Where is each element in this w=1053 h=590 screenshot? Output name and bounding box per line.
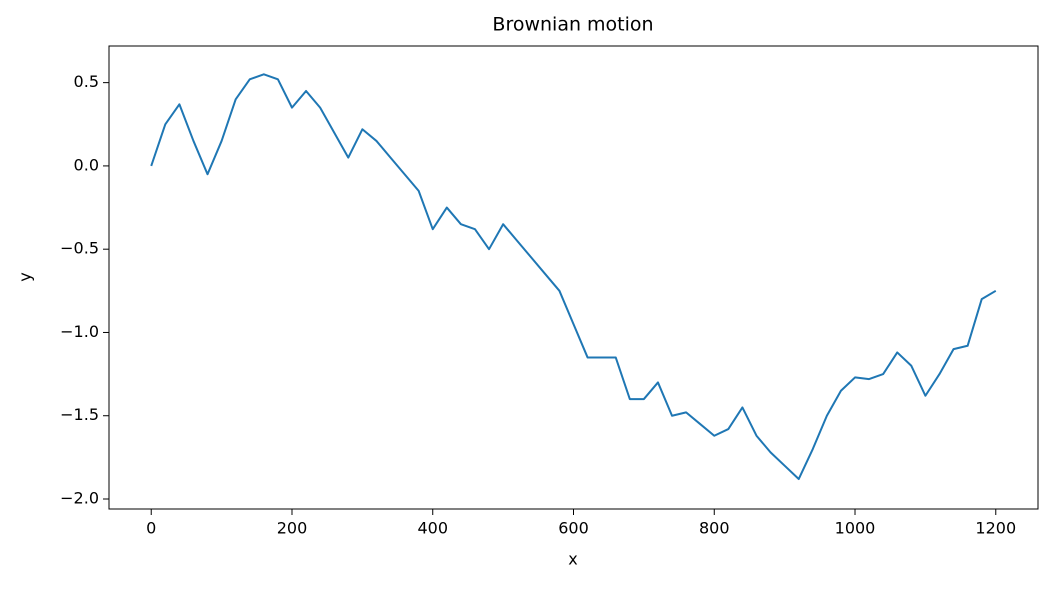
x-tick-label: 400 <box>417 519 448 538</box>
plot-frame <box>108 45 1039 510</box>
x-axis-label: x <box>568 550 577 569</box>
x-tick-label: 800 <box>699 519 730 538</box>
y-tick-label: −1.5 <box>60 405 99 424</box>
y-tick-label: 0.5 <box>74 72 99 91</box>
x-tick-label: 1200 <box>975 519 1016 538</box>
y-axis-label: y <box>16 272 35 281</box>
y-tick-label: −1.0 <box>60 322 99 341</box>
y-tick-label: −2.0 <box>60 489 99 508</box>
x-tick-label: 200 <box>277 519 308 538</box>
line <box>150 73 997 481</box>
y-tick-label: 0.0 <box>74 155 99 174</box>
chart-title: Brownian motion <box>492 14 653 36</box>
x-tick-label: 0 <box>146 519 156 538</box>
x-tick-label: 1000 <box>835 519 876 538</box>
y-tick-label: −0.5 <box>60 239 99 258</box>
x-tick-label: 600 <box>558 519 589 538</box>
